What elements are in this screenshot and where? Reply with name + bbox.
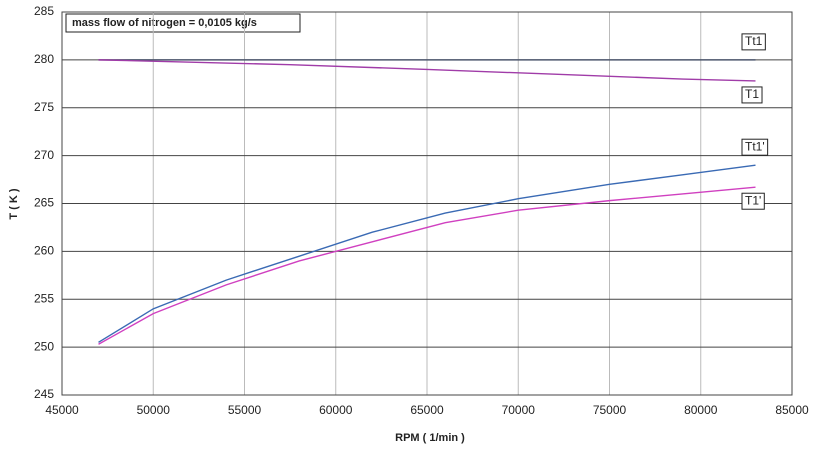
y-tick-label: 260 <box>34 244 54 258</box>
series-line <box>98 164 756 343</box>
series-label-box <box>741 192 765 210</box>
x-axis-title: RPM ( 1/min ) <box>395 432 465 444</box>
annotation-box <box>65 13 301 33</box>
y-tick-label: 270 <box>34 148 54 162</box>
series-label: T1 <box>745 87 759 101</box>
series-label-box <box>741 33 766 51</box>
series-label: Tt1 <box>745 34 763 48</box>
x-tick-label: 85000 <box>775 403 809 417</box>
x-tick-label: 55000 <box>228 403 262 417</box>
y-tick-label: 285 <box>34 4 54 18</box>
y-tick-label: 265 <box>34 196 54 210</box>
x-tick-label: 80000 <box>684 403 718 417</box>
y-tick-label: 280 <box>34 52 54 66</box>
series-label-box <box>741 86 763 104</box>
x-tick-label: 65000 <box>410 403 444 417</box>
x-tick-label: 70000 <box>502 403 536 417</box>
x-tick-label: 60000 <box>319 403 353 417</box>
x-tick-label: 50000 <box>137 403 171 417</box>
y-tick-label: 255 <box>34 291 54 305</box>
series-label-box <box>741 138 769 156</box>
series-line <box>98 59 756 82</box>
x-tick-label: 75000 <box>593 403 627 417</box>
series-line <box>98 186 756 345</box>
y-tick-label: 245 <box>34 387 54 401</box>
annotation: mass flow of nitrogen = 0,0105 kg/s <box>72 17 257 29</box>
series-label: Tt1' <box>745 139 765 153</box>
y-axis-title: T ( K ) <box>8 188 20 219</box>
series-label: T1' <box>745 193 761 207</box>
x-tick-label: 45000 <box>45 403 79 417</box>
plot-frame <box>61 11 793 396</box>
y-tick-label: 275 <box>34 100 54 114</box>
y-tick-label: 250 <box>34 339 54 353</box>
